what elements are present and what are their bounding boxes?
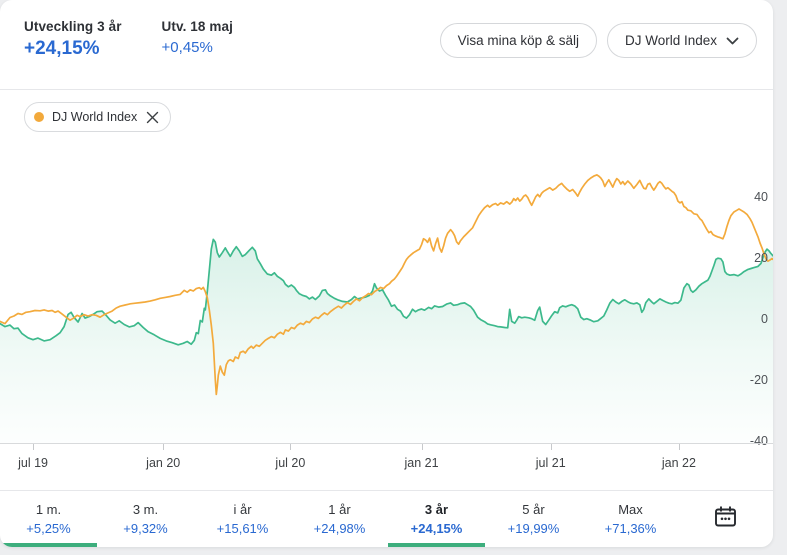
tab-value: +24,98% <box>313 521 366 536</box>
period-tabbar: 1 m. +5,25% 3 m. +9,32% i år +15,61% 1 å… <box>0 490 773 547</box>
tab-value: +24,15% <box>410 521 463 536</box>
tab-value: +9,32% <box>123 521 168 536</box>
day-performance-value: +0,45% <box>161 39 213 56</box>
x-tick-label: jan 21 <box>404 456 439 470</box>
show-trades-button[interactable]: Visa mina köp & sälj <box>439 23 597 58</box>
index-series-dot <box>34 112 44 122</box>
tab-label: i år <box>233 502 252 517</box>
y-tick-label: 20 <box>754 251 768 266</box>
y-tick-label: -20 <box>749 372 768 387</box>
performance-chart[interactable]: 40 20 0 -20 -40 <box>0 150 773 448</box>
x-tick-label: jan 22 <box>661 456 696 470</box>
portfolio-area-fill <box>0 239 773 443</box>
comparison-chip-row: DJ World Index <box>24 102 172 132</box>
selected-tab-underline <box>388 543 485 547</box>
x-tick-label: jan 20 <box>146 456 181 470</box>
close-icon[interactable] <box>146 111 159 124</box>
tab-3m[interactable]: 3 m. +9,32% <box>97 491 194 547</box>
tab-label: 3 år <box>424 502 449 517</box>
tab-value: +19,99% <box>507 521 560 536</box>
tab-label: 3 m. <box>132 502 159 517</box>
day-performance-label: Utv. 18 maj <box>161 19 233 34</box>
tab-label: 5 år <box>522 502 545 517</box>
tab-underline <box>0 543 97 547</box>
x-tick-label: jul 19 <box>18 456 48 470</box>
chart-header: Utveckling 3 år +24,15% Utv. 18 maj +0,4… <box>0 0 773 90</box>
x-tick-mark <box>163 444 165 450</box>
tab-1y[interactable]: 1 år +24,98% <box>291 491 388 547</box>
portfolio-line <box>0 238 773 346</box>
x-axis: jul 19 jan 20 jul 20 jan 21 jul 21 jan 22 <box>0 443 773 480</box>
tab-5y[interactable]: 5 år +19,99% <box>485 491 582 547</box>
x-tick-label: jul 21 <box>535 456 566 470</box>
calendar-icon <box>712 503 739 535</box>
performance-chart-card: Utveckling 3 år +24,15% Utv. 18 maj +0,4… <box>0 0 773 547</box>
index-line <box>0 174 773 396</box>
tab-label: Max <box>618 502 643 517</box>
period-performance-label: Utveckling 3 år <box>24 19 122 34</box>
y-tick-label: -40 <box>749 433 768 448</box>
period-performance-value: +24,15% <box>24 38 100 59</box>
show-trades-button-label: Visa mina köp & sälj <box>457 33 579 48</box>
tab-ytd[interactable]: i år +15,61% <box>194 491 291 547</box>
x-tick-mark <box>678 444 680 450</box>
chevron-down-icon <box>726 37 739 45</box>
tab-value: +15,61% <box>216 521 269 536</box>
tab-label: 1 år <box>328 502 351 517</box>
index-dropdown-button[interactable]: DJ World Index <box>606 23 757 58</box>
x-tick-mark <box>421 444 423 450</box>
tab-1m[interactable]: 1 m. +5,25% <box>0 491 97 547</box>
tab-max[interactable]: Max +71,36% <box>582 491 679 547</box>
comparison-chip-label: DJ World Index <box>52 110 138 124</box>
date-range-picker-button[interactable] <box>702 491 748 547</box>
header-buttons: Visa mina köp & sälj DJ World Index <box>439 19 757 58</box>
tab-label: 1 m. <box>35 502 62 517</box>
x-tick-mark <box>550 444 552 450</box>
tab-value: +5,25% <box>26 521 71 536</box>
period-performance-stat: Utveckling 3 år +24,15% <box>24 19 122 60</box>
index-dropdown-label: DJ World Index <box>624 33 717 48</box>
x-tick-mark <box>33 444 35 450</box>
x-tick-label: jul 20 <box>275 456 306 470</box>
tab-3y[interactable]: 3 år +24,15% <box>388 491 485 547</box>
x-tick-mark <box>290 444 292 450</box>
day-performance-stat: Utv. 18 maj +0,45% <box>162 19 233 56</box>
comparison-chip[interactable]: DJ World Index <box>24 102 172 132</box>
tab-value: +71,36% <box>604 521 657 536</box>
y-tick-label: 0 <box>761 311 768 326</box>
y-tick-label: 40 <box>754 190 768 205</box>
chart-canvas <box>0 174 773 443</box>
